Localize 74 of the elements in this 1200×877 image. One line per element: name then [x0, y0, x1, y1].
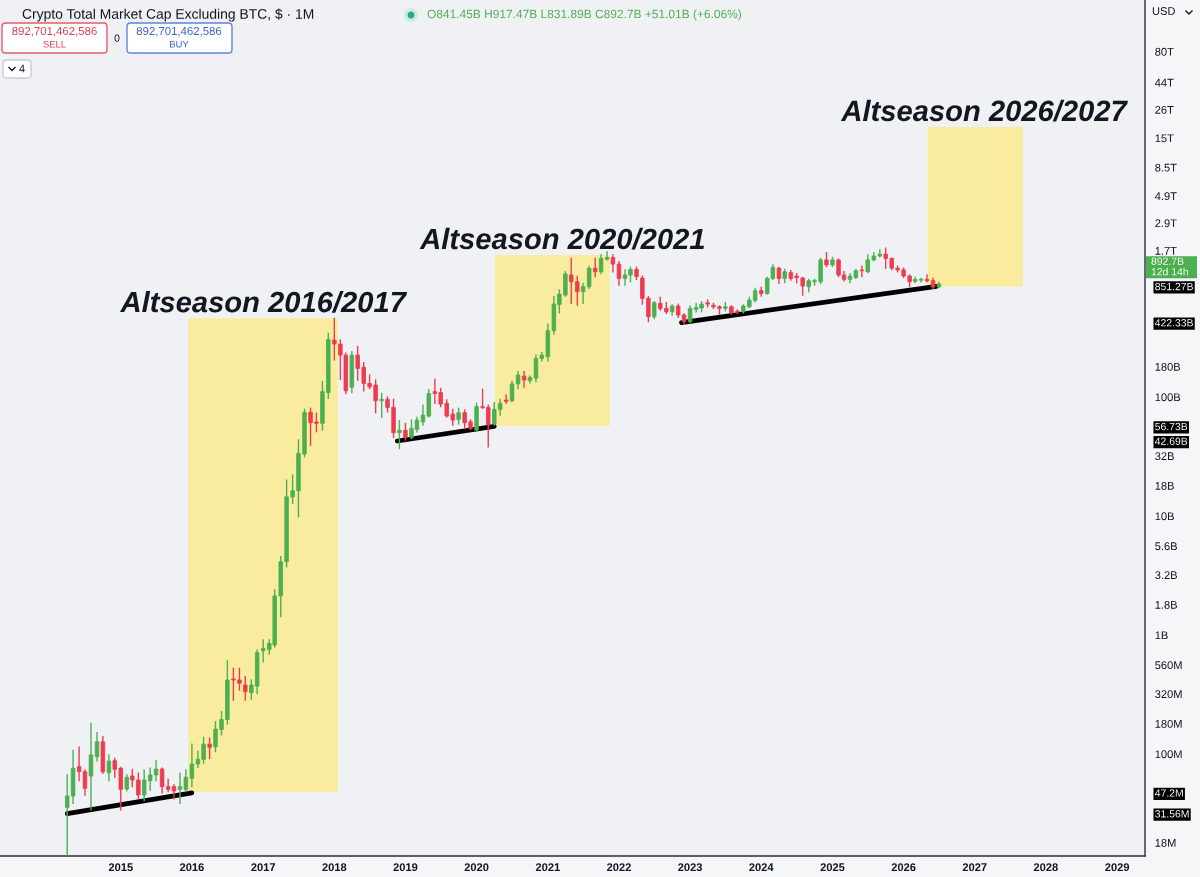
y-tick-label: 851.27B [1155, 282, 1193, 291]
candlestick [94, 732, 100, 762]
y-tick-label: 18B [1155, 481, 1174, 490]
y-tick-label: 5.6B [1155, 542, 1177, 551]
candlestick [474, 402, 479, 432]
y-tick-label: 1.8B [1155, 600, 1177, 609]
y-tick-label: 56.73B [1155, 422, 1188, 431]
y-tick-label: 3.2B [1155, 571, 1177, 580]
y-tick-label: 32B [1155, 452, 1174, 461]
annotation: 0 [114, 34, 120, 42]
candlestick [243, 675, 248, 701]
candlestick [503, 394, 509, 405]
annotation: 892,701,462,586 [12, 26, 97, 37]
y-tick-label: 4.9T [1154, 192, 1177, 201]
y-tick-label: 2.9T [1155, 219, 1177, 228]
y-tick-label: 422.33B [1154, 319, 1193, 327]
x-tick-label: 2029 [1105, 863, 1130, 872]
y-tick-label: 100M [1155, 750, 1182, 759]
x-tick-label: 2025 [820, 863, 845, 872]
y-tick-label: 1.7T [1155, 246, 1177, 255]
candlestick [604, 251, 610, 261]
annotation: BUY [170, 40, 189, 48]
x-tick-label: 2019 [393, 863, 418, 872]
y-tick-label: 180M [1155, 719, 1182, 728]
x-tick-label: 2026 [891, 863, 916, 872]
y-tick-label: 560M [1155, 661, 1182, 670]
y-tick-label: 80T [1155, 47, 1174, 56]
candlestick [509, 380, 515, 403]
y-tick-label: 26T [1155, 105, 1174, 114]
annotation: SELL [43, 40, 66, 48]
y-tick-label: 180B [1155, 362, 1181, 371]
x-tick-label: 2022 [606, 863, 631, 872]
candlestick [379, 392, 384, 419]
x-tick-label: 2015 [108, 863, 133, 872]
y-tick-label: 100B [1155, 393, 1181, 402]
annotation: 4 [19, 64, 25, 73]
annotation: Altseason 2026/2027 [840, 99, 1128, 122]
y-tick-label: 31.56M [1155, 810, 1189, 818]
x-tick-label: 2028 [1033, 863, 1058, 872]
y-tick-label: 47.2M [1154, 789, 1183, 797]
text: 892.7B [1151, 257, 1184, 265]
candlestick [207, 737, 212, 760]
y-tick-label: 42.69B [1154, 437, 1188, 445]
y-tick-label: 18M [1155, 838, 1176, 847]
y-tick-label: 1B [1155, 631, 1168, 640]
candlestick [397, 420, 402, 450]
x-tick-label: 2016 [179, 863, 204, 872]
x-tick-label: 2021 [535, 863, 560, 872]
x-tick-label: 2027 [962, 863, 987, 872]
annotation: Altseason 2020/2021 [419, 227, 704, 250]
x-tick-label: 2018 [322, 863, 347, 872]
x-tick-label: 2024 [749, 863, 774, 872]
y-tick-label: 8.5T [1155, 163, 1177, 172]
text: O841.45B H917.47B L831.89B C892.7B +51.01B (+6.06%) [427, 9, 742, 21]
text: 12d 14h [1151, 267, 1188, 276]
x-tick-label: 2020 [464, 863, 489, 872]
candlestick [616, 261, 622, 286]
x-tick-label: 2017 [251, 863, 276, 872]
candlestick [758, 286, 764, 297]
y-tick-label: 44T [1154, 78, 1174, 87]
annotation: Altseason 2016/2017 [119, 290, 408, 313]
y-tick-label: 15T [1155, 134, 1174, 143]
text: Crypto Total Market Cap Excluding BTC, $ · 1M [22, 8, 314, 22]
candlestick [106, 754, 112, 782]
y-tick-label: 320M [1155, 690, 1182, 699]
y-axis-title: USD [1152, 7, 1175, 15]
annotation: 892,701,462,586 [136, 26, 222, 37]
x-tick-label: 2023 [678, 863, 703, 872]
y-tick-label: 10B [1155, 512, 1174, 521]
candlestick [598, 254, 604, 275]
candlestick [592, 257, 598, 278]
candlestick [859, 265, 865, 278]
candlestick [88, 722, 94, 811]
candlestick [521, 371, 527, 388]
